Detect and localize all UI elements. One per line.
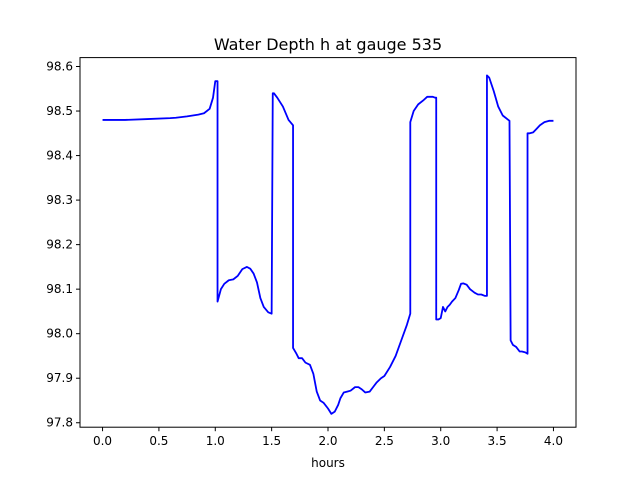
x-tick-label: 1.5 xyxy=(262,434,281,448)
x-axis-label: hours xyxy=(311,456,345,470)
x-tick-label: 3.5 xyxy=(488,434,507,448)
y-tick-label: 97.8 xyxy=(46,416,73,430)
y-axis: 97.8 97.9 98.0 98.1 98.2 98.3 98.4 98.5 98.6 xyxy=(46,60,80,430)
x-tick-label: 4.0 xyxy=(544,434,563,448)
x-tick-label: 0.0 xyxy=(93,434,112,448)
y-tick-label: 98.2 xyxy=(46,238,73,252)
x-tick-label: 1.0 xyxy=(206,434,225,448)
y-tick-label: 98.0 xyxy=(46,327,73,341)
x-tick-label: 2.5 xyxy=(375,434,394,448)
y-tick-label: 97.9 xyxy=(46,371,73,385)
x-axis: 0.0 0.5 1.0 1.5 2.0 2.5 3.0 3.5 4.0 xyxy=(93,427,563,448)
x-tick-label: 3.0 xyxy=(431,434,450,448)
x-tick-label: 2.0 xyxy=(318,434,337,448)
y-tick-label: 98.1 xyxy=(46,282,73,296)
x-tick-label: 0.5 xyxy=(149,434,168,448)
y-tick-label: 98.6 xyxy=(46,60,73,74)
series-line xyxy=(102,74,554,415)
y-tick-label: 98.3 xyxy=(46,193,73,207)
chart-title: Water Depth h at gauge 535 xyxy=(214,35,442,54)
y-tick-label: 98.4 xyxy=(46,149,73,163)
y-tick-label: 98.5 xyxy=(46,104,73,118)
